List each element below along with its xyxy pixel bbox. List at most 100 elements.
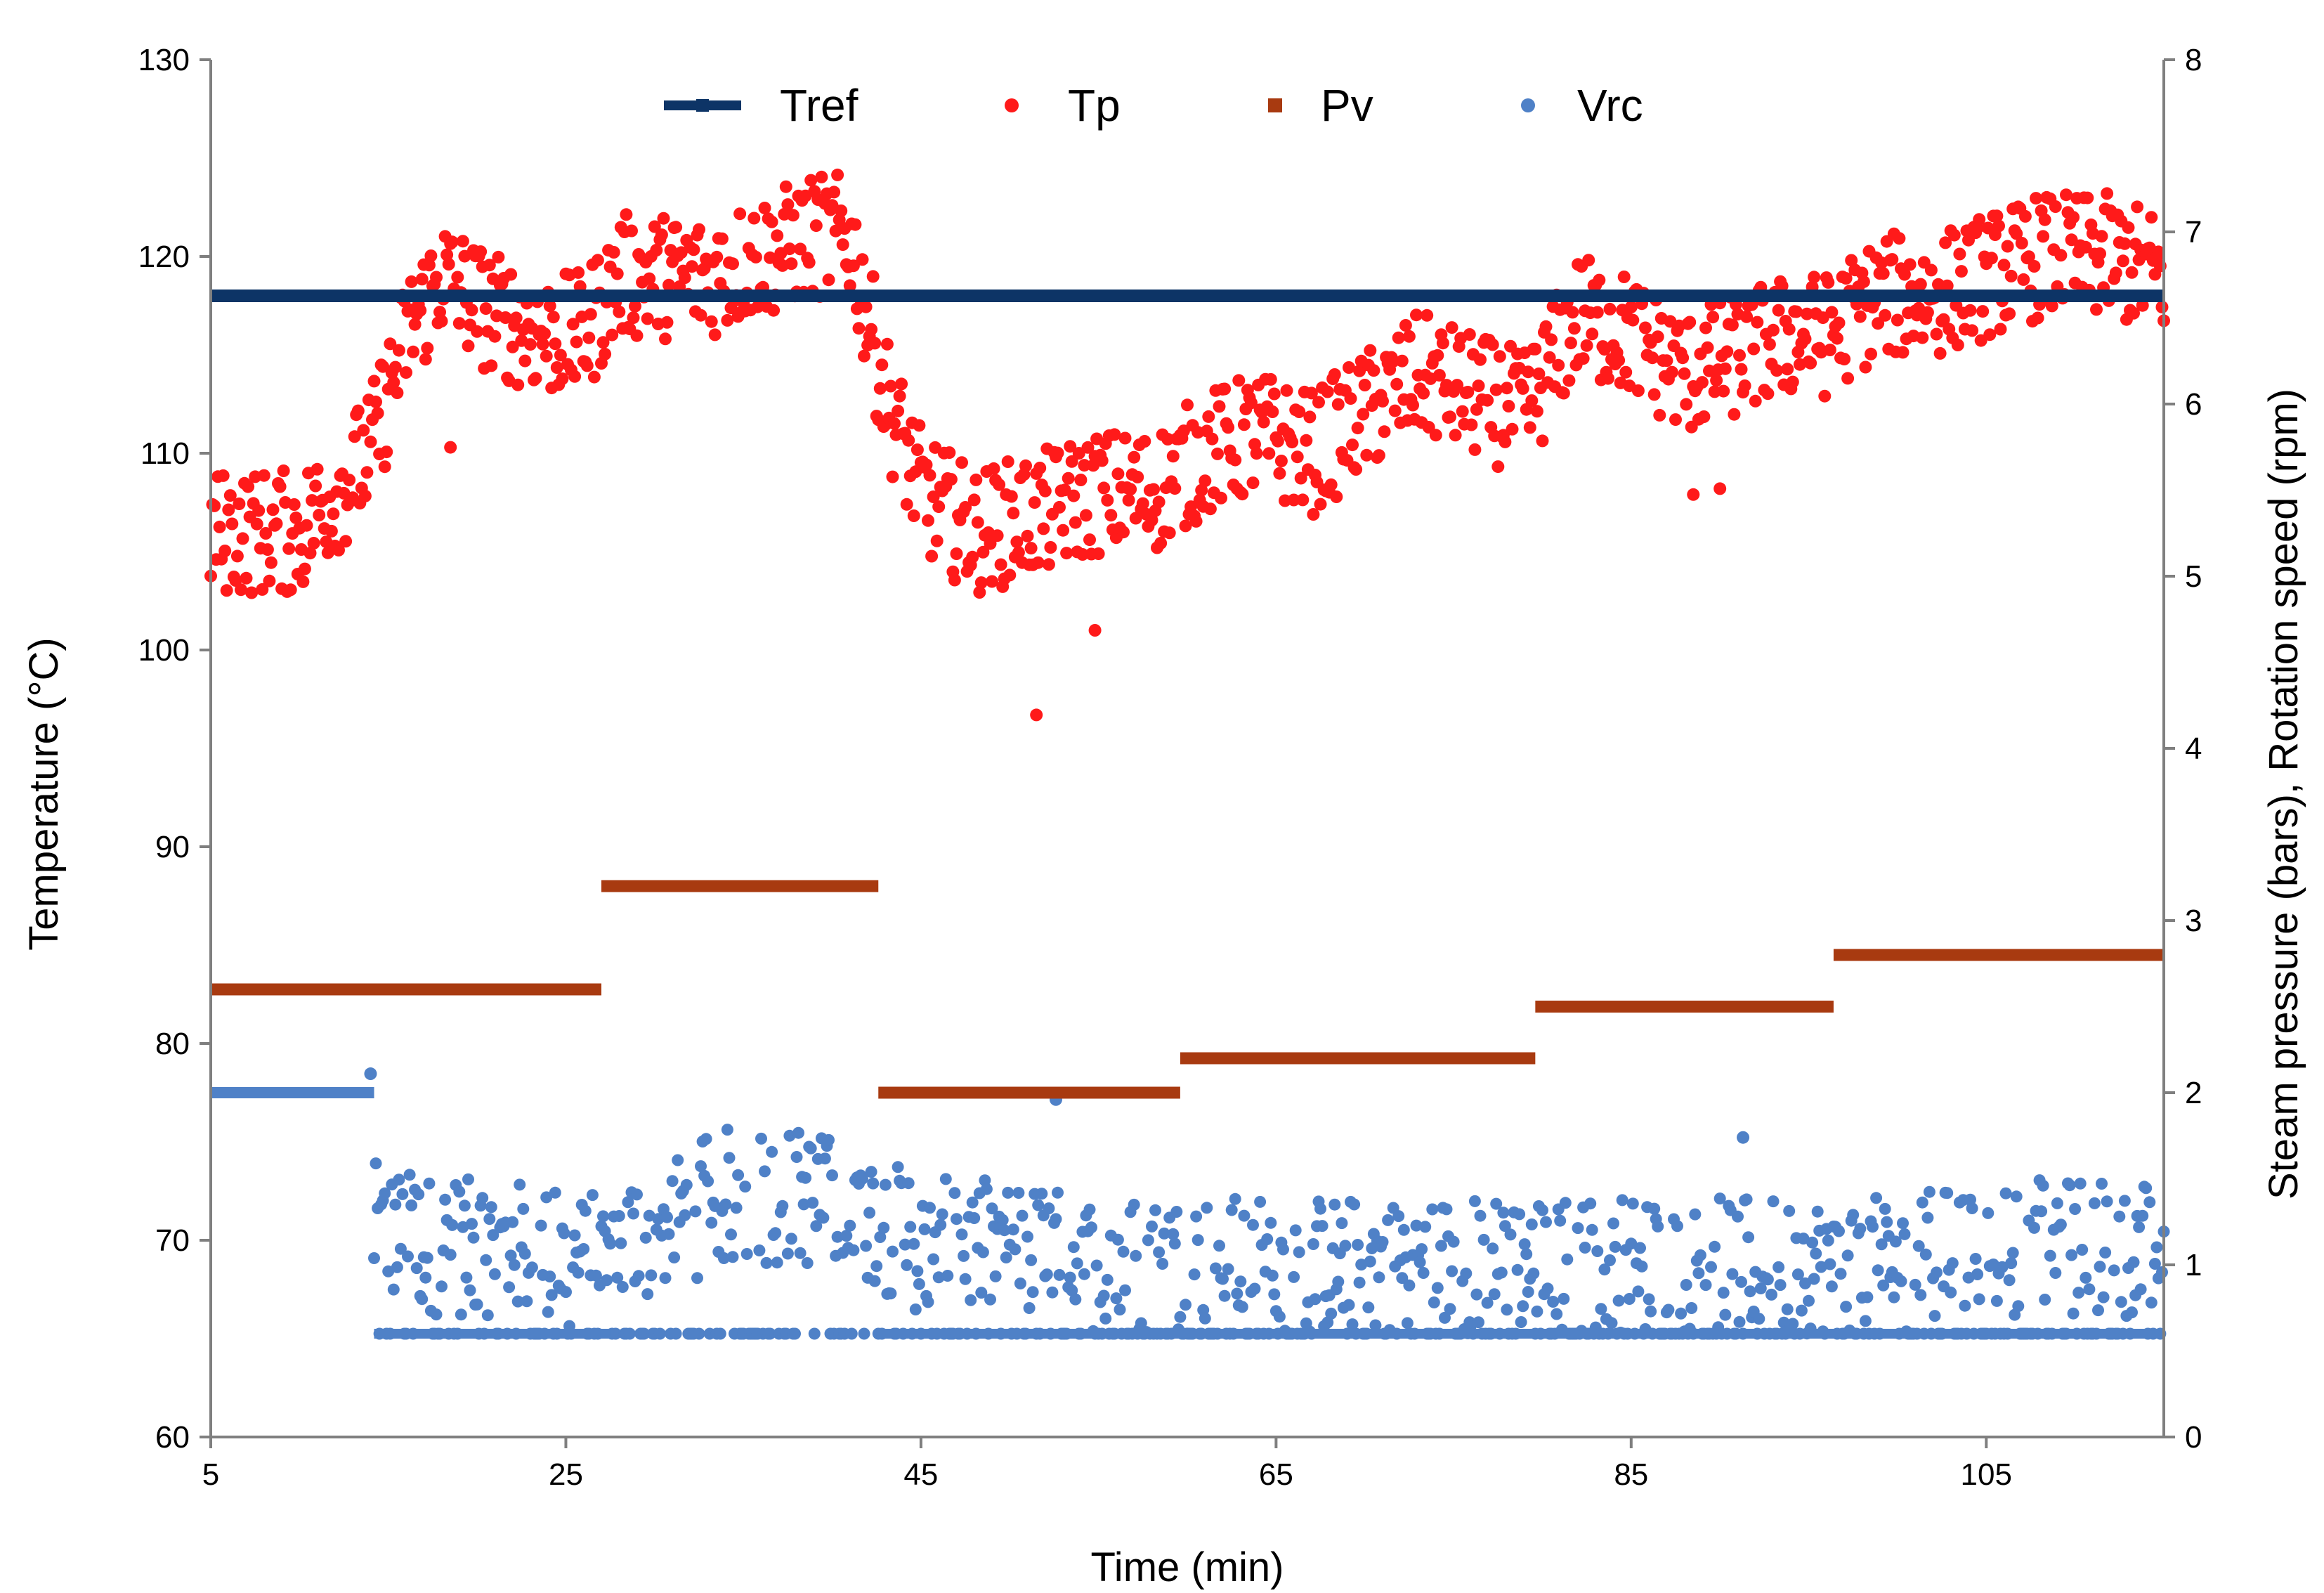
tp-point-480	[1057, 524, 1070, 537]
tp-point-140	[452, 317, 466, 330]
tp-point-903	[1808, 271, 1821, 284]
vrc-point-590	[1416, 1243, 1428, 1256]
vrc-point-468	[1199, 1312, 1211, 1325]
vrc-point-868	[1909, 1278, 1921, 1291]
tp-point-947	[1886, 253, 1899, 266]
vrc-point-107	[558, 1227, 570, 1240]
vrc-point-217	[753, 1244, 766, 1256]
vrc-point-599	[1431, 1282, 1444, 1294]
tp-point-726	[1493, 350, 1506, 363]
vrc-point-533	[1314, 1202, 1326, 1215]
vrc-point-547	[1339, 1240, 1352, 1252]
vrc-point-625	[1477, 1233, 1490, 1246]
vrc-point-283	[870, 1260, 883, 1273]
tp-point-48	[289, 511, 303, 524]
vrc-point-53	[462, 1173, 474, 1185]
tp-point-762	[1557, 386, 1570, 400]
tp-point-755	[1545, 333, 1558, 346]
tp-point-649	[1357, 408, 1370, 421]
vrc-point-860	[1895, 1275, 1907, 1287]
tp-outlier-2	[1088, 624, 1102, 637]
tp-point-650	[1358, 379, 1371, 391]
tp-point-52	[296, 575, 310, 588]
vrc-point-184	[695, 1160, 707, 1173]
tp-point-94	[371, 407, 384, 420]
vrc-point-645	[1513, 1208, 1526, 1221]
y-left-tick-label-7: 130	[138, 43, 190, 77]
vrc-point-195	[714, 1327, 726, 1340]
vrc-point-627	[1481, 1296, 1494, 1309]
tp-point-931	[1857, 275, 1870, 288]
vrc-point-125	[589, 1269, 602, 1282]
tp-point-23	[245, 586, 259, 599]
vrc-point-63	[480, 1254, 492, 1266]
tp-point-317	[767, 304, 781, 317]
tp-point-713	[1470, 403, 1483, 416]
vrc-point-133	[604, 1237, 617, 1250]
vrc-point-404	[1085, 1221, 1097, 1234]
vrc-point-479	[1218, 1289, 1231, 1302]
vrc-point-829	[1840, 1301, 1853, 1313]
tp-point-92	[367, 375, 381, 388]
tp-point-1020	[2015, 237, 2028, 249]
tp-point-166	[499, 311, 512, 324]
vrc-point-423	[1119, 1284, 1131, 1296]
tp-point-615	[1296, 493, 1310, 507]
vrc-point-275	[856, 1173, 868, 1185]
vrc-point-797	[1783, 1204, 1796, 1217]
tp-point-729	[1499, 435, 1512, 448]
tp-point-943	[1879, 308, 1892, 322]
vrc-point-579	[1396, 1272, 1409, 1285]
vrc-point-432	[1135, 1317, 1147, 1329]
tp-point-563	[1203, 502, 1217, 516]
tp-point-564	[1206, 432, 1219, 446]
vrc-point-796	[1781, 1303, 1794, 1315]
tp-point-360	[843, 279, 856, 292]
vrc-point-666	[1551, 1308, 1563, 1320]
vrc-point-307	[913, 1277, 925, 1290]
vrc-point-58	[471, 1298, 483, 1311]
vrc-point-78	[507, 1216, 519, 1228]
tp-point-1042	[2054, 249, 2068, 262]
tp-point-7	[216, 469, 230, 482]
tp-point-816	[1653, 408, 1666, 422]
vrc-point-299	[899, 1238, 911, 1251]
vrc-point-552	[1348, 1198, 1361, 1211]
tp-point-362	[847, 259, 860, 273]
vrc-point-917	[1996, 1261, 2009, 1273]
tp-point-250	[648, 220, 661, 233]
tp-point-237	[625, 224, 638, 238]
vrc-point-187	[700, 1133, 712, 1145]
vrc-point-201	[725, 1228, 737, 1241]
plot-area	[204, 168, 2170, 1340]
tp-point-441	[987, 462, 1000, 475]
vrc-point-205	[732, 1169, 745, 1181]
vrc-point-820	[1824, 1258, 1836, 1270]
tp-point-389	[895, 377, 908, 391]
vrc-point-144	[623, 1327, 636, 1340]
tp-point-629	[1321, 385, 1334, 398]
tp-point-98	[378, 460, 391, 474]
tp-point-767	[1566, 306, 1579, 319]
vrc-point-615	[1460, 1267, 1473, 1280]
tp-point-776	[1582, 254, 1595, 267]
tp-point-291	[721, 313, 734, 327]
tp-point-374	[868, 337, 882, 350]
tp-point-198	[556, 372, 569, 385]
vrc-point-750	[1699, 1279, 1712, 1292]
vrc-point-269	[845, 1327, 858, 1340]
tp-point-1073	[2109, 266, 2122, 280]
vrc-point-971	[2092, 1304, 2104, 1317]
tp-point-800	[1624, 301, 1638, 313]
vrc-point-549	[1343, 1299, 1355, 1311]
tp-point-462	[1024, 542, 1038, 555]
tp-point-1082	[2125, 266, 2139, 279]
vrc-point-652	[1525, 1218, 1538, 1230]
tp-point-477	[1051, 446, 1064, 460]
vrc-point-261	[831, 1230, 844, 1243]
tp-point-130	[435, 315, 448, 327]
tp-point-460	[1021, 529, 1034, 542]
tp-point-634	[1330, 490, 1343, 503]
tp-point-831	[1680, 398, 1693, 411]
tp-point-642	[1344, 392, 1357, 405]
